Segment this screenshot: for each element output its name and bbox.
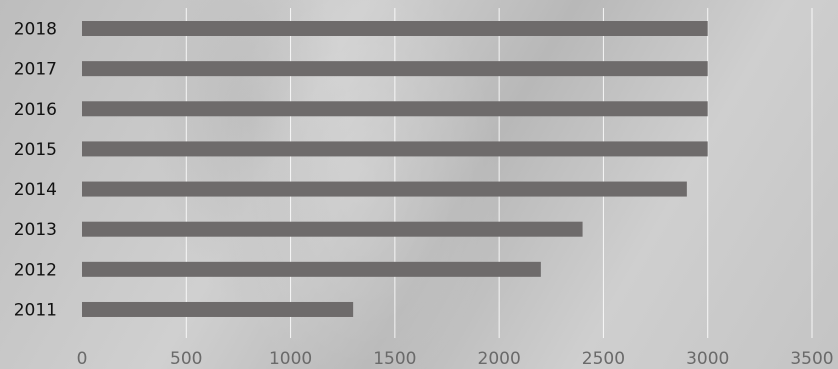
bar-2016	[82, 101, 708, 117]
x-tick-label-1500: 1500	[373, 349, 416, 369]
bar-2011	[82, 301, 354, 317]
bar-2014	[82, 181, 687, 197]
category-label-2014: 2014	[14, 180, 57, 200]
bar-layer	[82, 21, 708, 317]
grid-layer	[185, 8, 813, 338]
x-tick-label-0: 0	[77, 349, 88, 369]
category-label-2018: 2018	[14, 20, 57, 40]
value-axis: 0 500 1000 1500 2000 2500 3000 3500	[77, 349, 834, 369]
bar-2017	[82, 61, 708, 77]
x-tick-label-500: 500	[170, 349, 202, 369]
category-label-2013: 2013	[14, 220, 57, 240]
category-label-2015: 2015	[14, 140, 57, 160]
bar-2012	[82, 261, 541, 277]
category-axis: 2018 2017 2016 2015 2014 2013 2012 2011	[14, 20, 57, 321]
x-tick-label-2000: 2000	[478, 349, 521, 369]
x-tick-label-3500: 3500	[790, 349, 833, 369]
x-tick-label-1000: 1000	[269, 349, 312, 369]
category-label-2016: 2016	[14, 100, 57, 120]
x-tick-label-3000: 3000	[686, 349, 729, 369]
category-label-2017: 2017	[14, 60, 57, 80]
bar-2013	[82, 221, 583, 237]
bar-2015	[82, 141, 708, 157]
x-tick-label-2500: 2500	[582, 349, 625, 369]
category-label-2011: 2011	[14, 300, 57, 320]
bar-2018	[82, 21, 708, 36]
category-label-2012: 2012	[14, 260, 57, 280]
